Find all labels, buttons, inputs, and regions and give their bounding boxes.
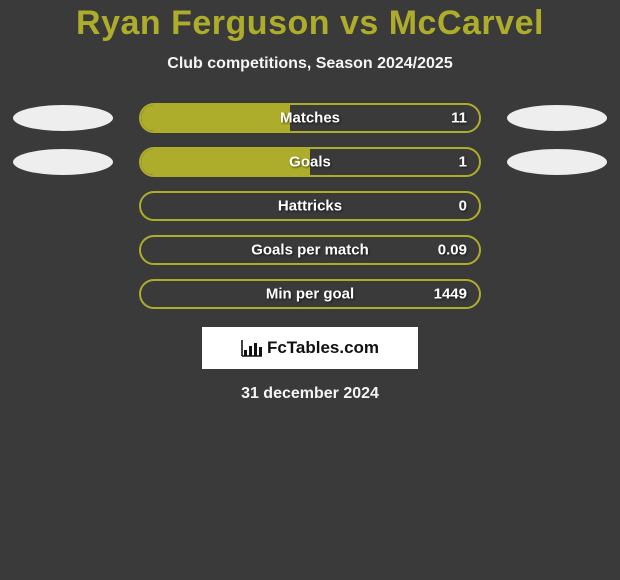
page-title: Ryan Ferguson vs McCarvel — [0, 4, 620, 43]
logo: FcTables.com — [241, 338, 379, 358]
stat-label: Min per goal — [266, 286, 354, 303]
spacer — [507, 281, 607, 307]
stat-label: Goals per match — [251, 242, 369, 259]
stat-row: Min per goal 1449 — [0, 279, 620, 309]
stat-row: Goals per match 0.09 — [0, 235, 620, 265]
stat-label: Hattricks — [278, 198, 342, 215]
stat-bar: Min per goal 1449 — [139, 279, 481, 309]
stat-value: 1 — [459, 154, 467, 171]
player-marker-right — [507, 149, 607, 175]
barchart-icon — [241, 339, 263, 357]
player-marker-right — [507, 105, 607, 131]
stat-bar-fill — [141, 149, 310, 175]
stat-bar: Matches 11 — [139, 103, 481, 133]
stat-value: 0 — [459, 198, 467, 215]
stat-value: 11 — [451, 110, 467, 127]
logo-text: FcTables.com — [267, 338, 379, 358]
player-marker-left — [13, 149, 113, 175]
stat-bar: Goals 1 — [139, 147, 481, 177]
spacer — [13, 281, 113, 307]
spacer — [13, 237, 113, 263]
stat-bar: Hattricks 0 — [139, 191, 481, 221]
subtitle: Club competitions, Season 2024/2025 — [0, 55, 620, 73]
stat-label: Matches — [280, 110, 340, 127]
stat-value: 1449 — [434, 286, 467, 303]
stats-list: Matches 11 Goals 1 Hattricks 0 Goals per match… — [0, 103, 620, 309]
stat-row: Matches 11 — [0, 103, 620, 133]
player-marker-left — [13, 105, 113, 131]
stat-row: Hattricks 0 — [0, 191, 620, 221]
stat-bar: Goals per match 0.09 — [139, 235, 481, 265]
spacer — [13, 193, 113, 219]
stat-row: Goals 1 — [0, 147, 620, 177]
date-label: 31 december 2024 — [0, 385, 620, 403]
stat-value: 0.09 — [438, 242, 467, 259]
spacer — [507, 237, 607, 263]
logo-box[interactable]: FcTables.com — [202, 327, 418, 369]
spacer — [507, 193, 607, 219]
stat-label: Goals — [289, 154, 331, 171]
comparison-card: Ryan Ferguson vs McCarvel Club competiti… — [0, 0, 620, 403]
stat-bar-fill — [141, 105, 290, 131]
